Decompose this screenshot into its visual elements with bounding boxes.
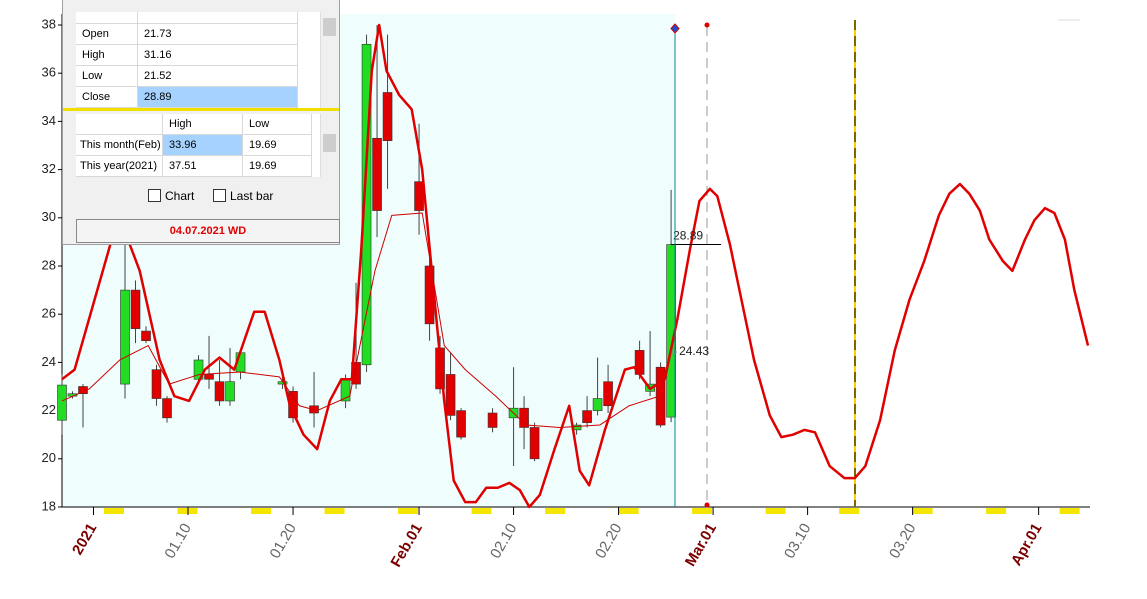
x-tick-label: 01.10: [161, 520, 194, 561]
range-table: High Low This month(Feb) 33.96 19.69 Thi…: [76, 114, 338, 177]
row-label: This month(Feb): [76, 135, 163, 156]
x-tick-label: 02.10: [487, 520, 520, 561]
candle-body: [361, 43, 372, 366]
checkbox[interactable]: Chart: [148, 189, 194, 203]
y-tick-label: 24: [42, 354, 56, 369]
x-tick-label: 01.20: [266, 520, 299, 561]
weekend-marker: [104, 508, 124, 514]
weekend-marker: [692, 508, 713, 514]
x-tick-label: Mar.01: [682, 520, 720, 569]
header-cell: [76, 114, 163, 135]
close-label: 28.89: [673, 229, 703, 243]
candle-body: [655, 366, 666, 426]
y-tick-label: 20: [42, 450, 56, 465]
header-cell: High: [163, 114, 243, 135]
annotation-point: [671, 349, 677, 355]
candle-body: [130, 289, 141, 329]
scroll-thumb[interactable]: [323, 134, 336, 152]
weekend-marker: [398, 508, 419, 514]
candle-body: [592, 398, 603, 411]
x-tick-label: 03.10: [781, 520, 814, 561]
candle-body: [529, 427, 540, 460]
row-value: 28.89: [138, 87, 298, 108]
x-tick-label: 02.20: [592, 520, 625, 561]
candle-body: [519, 407, 529, 428]
y-tick-label: 22: [42, 402, 56, 417]
candle-body: [214, 381, 225, 402]
candle-body: [445, 374, 456, 416]
candle-body: [414, 181, 424, 211]
row-label: Open: [76, 24, 138, 45]
y-tick-label: 36: [42, 65, 56, 80]
footer-date: 04.07.2021 WD: [76, 219, 340, 243]
row-value: 37.51: [163, 156, 243, 177]
header-cell: Low: [243, 114, 312, 135]
row-value: 31.16: [138, 45, 298, 66]
row-label: This year(2021): [76, 156, 163, 177]
row-value: 21.52: [138, 66, 298, 87]
cell: [76, 12, 138, 24]
scrollbar[interactable]: [320, 114, 338, 177]
x-tick-label: Apr.01: [1008, 520, 1046, 568]
y-tick-label: 34: [42, 113, 56, 128]
weekend-marker: [839, 508, 860, 514]
weekend-marker: [545, 508, 566, 514]
row-label: Close: [76, 87, 138, 108]
weekend-marker: [765, 508, 786, 514]
x-tick-label: Feb.01: [387, 520, 425, 570]
candle-body: [151, 369, 162, 399]
candle-body: [57, 384, 67, 421]
candle-body: [141, 330, 151, 342]
candle-body: [603, 381, 613, 407]
row-label: High: [76, 45, 138, 66]
row-value: 33.96: [163, 135, 243, 156]
weekend-marker: [471, 508, 492, 514]
scroll-thumb[interactable]: [323, 18, 336, 36]
row-label: Low: [76, 66, 138, 87]
y-tick-label: 32: [42, 161, 56, 176]
splitter: [63, 108, 339, 111]
info-panel: Open 21.73 High 31.16 Low 21.52 Close 28…: [62, 0, 340, 245]
weekend-marker: [986, 508, 1007, 514]
candle-body: [120, 289, 130, 385]
candle-body: [382, 92, 393, 141]
y-tick-label: 26: [42, 306, 56, 321]
cell: [138, 12, 298, 24]
candle-body: [193, 359, 204, 380]
x-tick-label: 03.20: [886, 520, 919, 561]
candle-body: [456, 410, 466, 438]
row-value: 19.69: [243, 156, 312, 177]
candle-body: [162, 398, 172, 419]
weekend-marker: [324, 508, 345, 514]
scrollbar[interactable]: [320, 12, 338, 108]
line-series: [61, 23, 1090, 509]
checkbox-label[interactable]: Last bar: [230, 189, 274, 203]
row-value: 21.73: [138, 24, 298, 45]
y-tick-label: 30: [42, 209, 56, 224]
candle-body: [204, 374, 214, 380]
y-tick-label: 18: [42, 498, 56, 513]
x-tick-label: 2021: [69, 520, 100, 557]
candle-body: [487, 412, 498, 428]
current-bar-marker: [670, 23, 680, 34]
checkbox-label[interactable]: Chart: [165, 189, 195, 203]
row-value: 19.69: [243, 135, 312, 156]
line-series: [61, 212, 660, 428]
weekend-marker: [251, 508, 272, 514]
y-tick-label: 38: [42, 16, 56, 31]
weekend-marker: [912, 508, 933, 514]
candle-body: [372, 137, 382, 211]
marker-dot: [704, 502, 710, 508]
candle-body: [582, 410, 592, 423]
weekend-marker: [618, 508, 639, 514]
candle-body: [225, 381, 235, 402]
weekend-marker: [177, 508, 198, 514]
quote-table: Open 21.73 High 31.16 Low 21.52 Close 28…: [76, 12, 338, 108]
weekend-marker: [1059, 508, 1080, 514]
annotation-label: 24.43: [679, 344, 709, 358]
marker-dot: [704, 22, 710, 28]
checkbox[interactable]: Last bar: [213, 189, 273, 203]
y-tick-label: 28: [42, 257, 56, 272]
